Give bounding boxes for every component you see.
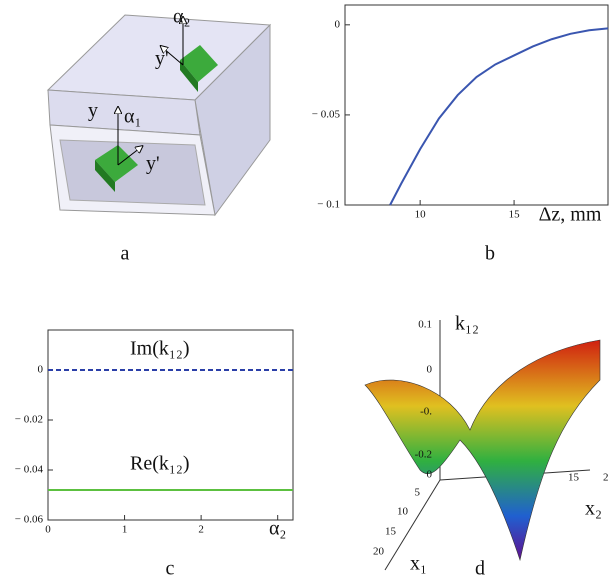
series-label: Im(k₁₂) <box>130 338 189 360</box>
x2-axis-label: x₂ <box>585 498 602 520</box>
y-tick-label: − 0.06 <box>15 514 44 526</box>
x-tick-label: 0 <box>45 524 51 536</box>
diagram-label: y' <box>146 153 160 175</box>
surface-plot <box>365 320 600 570</box>
x2-tick-label: 2 <box>603 472 609 484</box>
z-axis-label: k₁₂ <box>455 313 479 335</box>
diagram-label: y <box>88 100 98 122</box>
x-tick-label: 2 <box>198 524 204 536</box>
y-tick-label: − 0.04 <box>15 464 44 476</box>
y-tick-label: − 0.02 <box>15 414 43 426</box>
z-tick-label: -0.2 <box>415 449 432 461</box>
z-tick-label: 0 <box>427 364 433 376</box>
panel-letter: c <box>166 558 175 580</box>
diagram-label: y' <box>155 48 169 70</box>
diagram-label: α₂ <box>173 6 190 28</box>
x1-tick-label: 0 <box>427 469 433 481</box>
x-tick-label: 1 <box>122 524 128 536</box>
diagram-label: α₁ <box>124 106 141 128</box>
y-tick-label: − 0.05 <box>312 108 341 120</box>
x1-tick-label: 15 <box>385 526 397 538</box>
x-tick-label: 15 <box>509 209 521 221</box>
y-tick-label: − 0.1 <box>317 199 340 211</box>
data-line <box>390 28 608 205</box>
panel-letter: b <box>485 243 495 265</box>
x-tick-label: α₂ <box>269 518 286 540</box>
panel-letter: a <box>121 243 130 265</box>
x-axis-label: Δz, mm <box>539 204 602 226</box>
x1-axis-label: x₁ <box>410 553 427 575</box>
series-label: Re(k₁₂) <box>130 453 189 475</box>
x-tick-label: 10 <box>415 209 427 221</box>
x1-tick-label: 5 <box>415 487 421 499</box>
z-tick-label: -0. <box>420 406 432 418</box>
panel-letter: d <box>475 558 485 580</box>
x1-tick-label: 20 <box>373 546 385 558</box>
box-diagram <box>48 15 270 215</box>
y-tick-label: 0 <box>38 364 44 376</box>
y-tick-label: 0 <box>335 18 341 30</box>
x1-tick-label: 10 <box>397 506 409 518</box>
z-tick-label: 0.1 <box>418 319 432 331</box>
x2-tick-label: 15 <box>568 472 580 484</box>
figure: α₂ y' y α₁ y' k₁₂ x₁ x₂ 0.1 0 -0. -0.2 0… <box>0 0 612 584</box>
